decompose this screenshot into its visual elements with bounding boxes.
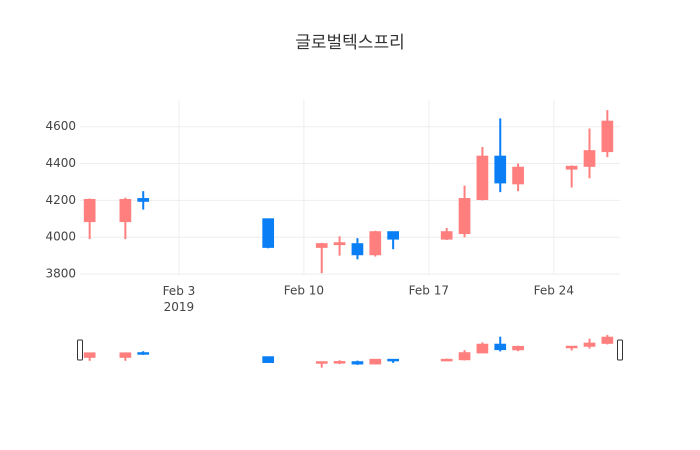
candle-body	[369, 231, 382, 256]
candle-body	[262, 218, 275, 248]
slider-candle-body	[387, 358, 399, 362]
candle-body	[476, 155, 489, 200]
y-tick-label: 4200	[45, 193, 76, 207]
y-tick-label: 3800	[45, 267, 76, 281]
candle-body	[119, 198, 132, 223]
range-slider-handle	[617, 339, 623, 361]
slider-candle-body	[83, 352, 96, 358]
x-tick-label: Feb 17	[409, 284, 449, 298]
slider-candle-body	[262, 356, 275, 363]
x-tick-label: Feb 24	[534, 284, 574, 298]
y-tick-label: 4400	[45, 156, 76, 170]
slider-candle-body	[369, 358, 382, 365]
candle-body	[333, 242, 346, 246]
range-slider	[80, 332, 620, 369]
range-slider-handle	[77, 339, 83, 361]
slider-candle-body	[333, 361, 346, 364]
candle-body	[83, 198, 96, 223]
candle-body	[494, 155, 507, 184]
candle-body	[565, 165, 578, 170]
candle-body	[512, 166, 524, 185]
candle-body	[601, 120, 614, 153]
slider-candle-body	[512, 345, 524, 351]
slider-candle-body	[440, 358, 453, 362]
candle-body	[351, 243, 364, 256]
slider-candle-body	[351, 361, 364, 365]
candle-body	[458, 198, 471, 235]
slider-candle-body	[583, 342, 596, 347]
candle-body	[387, 231, 399, 240]
slider-candle-body	[601, 336, 614, 344]
chart-title: 글로벌텍스프리	[295, 33, 404, 53]
y-tick-label: 4000	[45, 230, 76, 244]
candle-body	[440, 231, 453, 240]
slider-candle-body	[494, 343, 507, 351]
candle-body	[315, 243, 328, 248]
candle-body	[137, 198, 150, 202]
slider-candle-body	[458, 352, 471, 361]
candle-body	[583, 150, 596, 167]
x-tick-label: Feb 10	[284, 284, 324, 298]
slider-candle-body	[137, 352, 150, 355]
x-tick-label: Feb 3 2019	[163, 284, 196, 314]
y-tick-label: 4600	[45, 119, 76, 133]
slider-candle-body	[476, 343, 489, 354]
slider-candle-body	[315, 361, 328, 364]
slider-candle-body	[119, 352, 132, 358]
slider-candle-body	[565, 345, 578, 349]
